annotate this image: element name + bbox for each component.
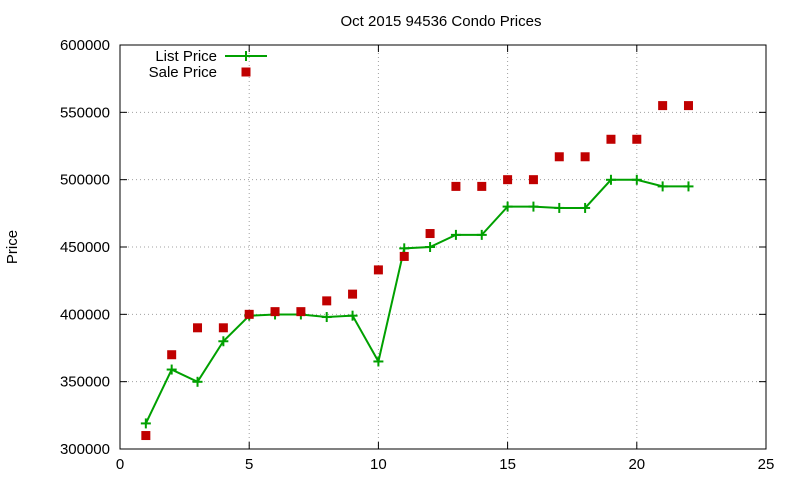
sale-price-point xyxy=(193,323,203,333)
list-price-point xyxy=(399,243,410,254)
sale-price-point xyxy=(141,431,151,441)
x-tick-labels: 0 5 10 15 20 25 xyxy=(116,456,775,473)
sale-price-point xyxy=(503,175,513,185)
list-price-line xyxy=(144,178,689,424)
legend-plus xyxy=(241,51,251,61)
y-tick-label: 300000 xyxy=(60,441,110,458)
y-tick-label: 450000 xyxy=(60,239,110,256)
sale-price-point xyxy=(167,350,177,360)
list-price-point xyxy=(605,174,616,185)
sale-price-point xyxy=(683,101,693,111)
x-tick-label: 10 xyxy=(370,456,387,473)
sale-price-point xyxy=(451,181,461,191)
legend: List Price Sale Price xyxy=(149,48,267,81)
x-tick-label: 0 xyxy=(116,456,124,473)
list-price-point xyxy=(528,201,539,212)
list-price-point xyxy=(657,181,668,192)
legend-label-sale-price: Sale Price xyxy=(149,64,217,81)
y-tick-label: 350000 xyxy=(60,374,110,391)
sale-price-point xyxy=(244,309,254,319)
grid-lines xyxy=(120,45,766,449)
list-price-point xyxy=(192,376,203,387)
series-layer xyxy=(140,101,694,441)
sale-price-point xyxy=(373,265,383,275)
y-tick-label: 600000 xyxy=(60,37,110,54)
sale-price-point xyxy=(606,134,616,144)
sale-price-point xyxy=(580,152,590,162)
sale-price-point xyxy=(425,229,435,239)
legend-swatch-list-price xyxy=(225,51,267,61)
y-tick-label: 550000 xyxy=(60,104,110,121)
sale-price-point xyxy=(528,175,538,185)
x-tick-label: 20 xyxy=(628,456,645,473)
sale-price-point xyxy=(632,134,642,144)
y-axis-label: Price xyxy=(4,230,21,264)
sale-price-point xyxy=(348,289,358,299)
list-price-point xyxy=(683,181,694,192)
sale-price-point xyxy=(554,152,564,162)
legend-square xyxy=(241,67,251,77)
sale-price-point xyxy=(658,101,668,111)
x-tick-label: 25 xyxy=(758,456,775,473)
list-price-point xyxy=(450,229,461,240)
sale-price-point xyxy=(399,251,409,261)
list-price-point xyxy=(502,201,513,212)
list-price-point xyxy=(631,174,642,185)
y-tick-label: 500000 xyxy=(60,172,110,189)
sale-price-point xyxy=(322,296,332,306)
y-tick-labels: 300000 350000 400000 450000 500000 550000 6000… xyxy=(60,37,110,458)
sale-price-point xyxy=(270,307,280,317)
x-tick-label: 15 xyxy=(499,456,516,473)
list-price-point xyxy=(476,229,487,240)
list-price-point xyxy=(140,418,151,429)
legend-label-list-price: List Price xyxy=(155,48,217,65)
list-price-point xyxy=(373,356,384,367)
list-price-point xyxy=(321,312,332,323)
sale-price-point xyxy=(296,307,306,317)
series-list-price xyxy=(140,174,694,429)
x-tick-label: 5 xyxy=(245,456,253,473)
list-price-point xyxy=(218,336,229,347)
y-tick-label: 400000 xyxy=(60,306,110,323)
list-price-point xyxy=(425,242,436,252)
sale-price-point xyxy=(218,323,228,333)
chart-title: Oct 2015 94536 Condo Prices xyxy=(341,13,542,30)
legend-swatch-sale-price xyxy=(241,67,251,77)
list-price-point xyxy=(166,364,177,375)
axis-ticks xyxy=(119,44,767,450)
sale-price-point xyxy=(477,181,487,191)
list-price-point xyxy=(580,202,591,213)
list-price-point xyxy=(554,202,565,213)
series-sale-price xyxy=(141,101,693,441)
list-price-point xyxy=(347,310,358,321)
